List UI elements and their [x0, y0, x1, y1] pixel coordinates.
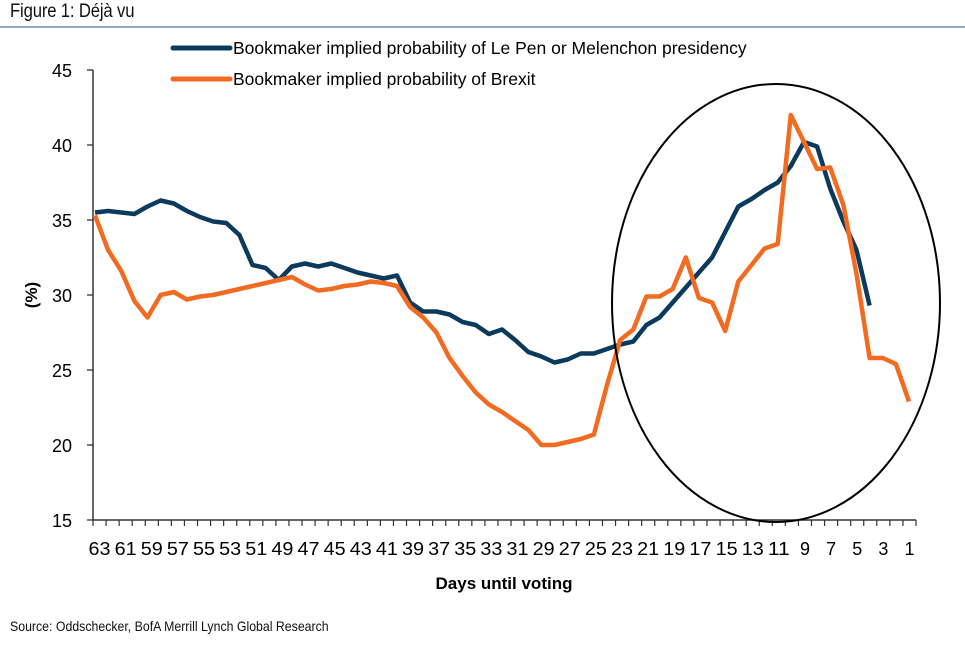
x-tick-label: 31: [507, 539, 529, 559]
x-tick-label: 37: [428, 539, 450, 559]
x-tick-label: 55: [193, 539, 215, 559]
legend: Bookmaker implied probability of Le Pen …: [170, 38, 747, 89]
title-divider: [0, 26, 965, 28]
x-tick-label: 49: [271, 539, 293, 559]
x-tick-label: 29: [533, 539, 555, 559]
series-line-lepen-melenchon: [94, 139, 872, 365]
x-axis-title: Days until voting: [436, 574, 573, 593]
x-tick-label: 51: [245, 539, 267, 559]
y-tick-label: 35: [52, 211, 72, 231]
x-tick-label: 27: [559, 539, 581, 559]
x-tick-label: 57: [167, 539, 189, 559]
series-line-brexit: [92, 112, 912, 448]
x-tick-label: 61: [115, 539, 137, 559]
figure-title: Figure 1: Déjà vu: [10, 1, 135, 22]
x-tick-label: 3: [878, 539, 888, 559]
x-tick-label: 13: [742, 539, 764, 559]
x-axis: 63 61 59 57 55 53 51 49 47 45 43 41 39 37 35 33 31 29 27 25…: [89, 519, 917, 559]
x-tick-label: 53: [219, 539, 241, 559]
legend-label: Bookmaker implied probability of Le Pen …: [233, 38, 747, 58]
x-tick-label: 15: [716, 539, 738, 559]
highlight-circle: [611, 83, 941, 523]
x-tick-label: 23: [611, 539, 633, 559]
x-tick-label: 5: [852, 539, 862, 559]
annotation-group: [611, 83, 941, 523]
x-tick-label: 7: [826, 539, 836, 559]
x-tick-label: 35: [454, 539, 476, 559]
x-tick-label: 9: [800, 539, 810, 559]
x-tick-label: 45: [324, 539, 346, 559]
y-axis: 15 20 25 30 35 40 45: [52, 61, 94, 531]
source-note: Source: Oddschecker, BofA Merrill Lynch …: [10, 618, 329, 634]
y-tick-label: 45: [52, 61, 72, 81]
legend-label: Bookmaker implied probability of Brexit: [233, 69, 536, 89]
x-tick-label: 1: [904, 539, 914, 559]
y-tick-label: 40: [52, 136, 72, 156]
y-axis-title: (%): [22, 282, 41, 308]
series-group: [92, 112, 912, 448]
y-tick-label: 25: [52, 361, 72, 381]
x-tick-label: 19: [663, 539, 685, 559]
x-tick-label: 17: [689, 539, 711, 559]
y-tick-label: 20: [52, 436, 72, 456]
x-tick-label: 11: [768, 539, 790, 559]
y-tick-label: 15: [52, 511, 72, 531]
x-tick-label: 41: [376, 539, 398, 559]
x-tick-label: 63: [89, 539, 111, 559]
x-tick-label: 47: [298, 539, 320, 559]
x-tick-label: 25: [585, 539, 607, 559]
x-tick-label: 39: [402, 539, 424, 559]
x-tick-label: 43: [350, 539, 372, 559]
x-tick-label: 33: [480, 539, 502, 559]
x-tick-label: 59: [141, 539, 163, 559]
y-tick-label: 30: [52, 286, 72, 306]
x-tick-label: 21: [637, 539, 659, 559]
